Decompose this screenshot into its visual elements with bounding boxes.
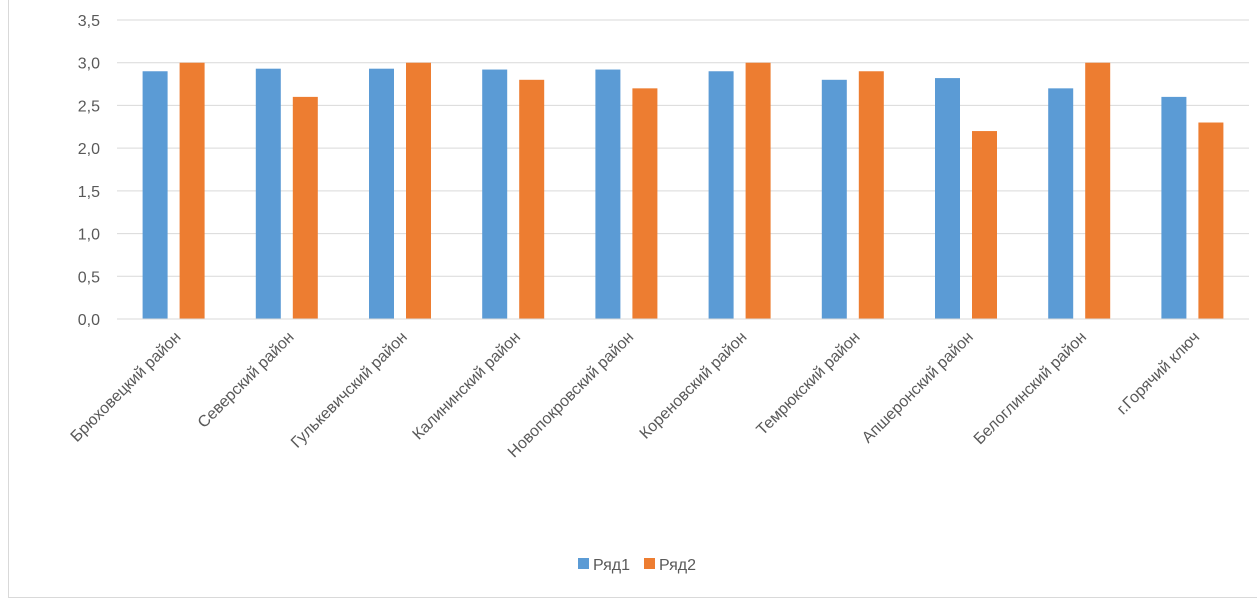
bar-1-4: [482, 69, 508, 319]
y-tick-label: 3,5: [78, 13, 100, 30]
legend-label: Ряд2: [659, 557, 696, 574]
y-tick-label: 1,0: [78, 227, 100, 244]
x-category-label: Гулькевичский район: [288, 329, 411, 452]
legend-item: Ряд1: [578, 557, 630, 574]
bar-2-2: [292, 96, 318, 319]
y-axis: 0,0 0,5 1,0 1,5 2,0 2,5 3,0 3,5: [78, 13, 100, 329]
y-tick-label: 3,0: [78, 56, 100, 73]
bar-2-10: [1198, 122, 1224, 319]
x-category-label: Кореновский район: [637, 329, 751, 443]
legend-label: Ряд1: [593, 557, 630, 574]
bar-2-6: [745, 62, 771, 319]
x-category-label: г.Горячий ключ: [1114, 329, 1203, 418]
bar-1-9: [1048, 88, 1074, 319]
legend-item: Ряд2: [644, 557, 696, 574]
x-category-label: Белоглинский район: [971, 329, 1090, 448]
bar-1-10: [1161, 96, 1187, 319]
bar-1-2: [255, 68, 281, 320]
legend-swatch: [578, 558, 589, 569]
gridlines: [117, 19, 1249, 277]
x-category-label: Калининский район: [410, 329, 524, 443]
bar-2-3: [406, 62, 431, 319]
bar-1-1: [142, 71, 168, 319]
legend: Ряд1 Ряд2: [578, 557, 696, 574]
bars: [142, 62, 1224, 320]
x-category-label: Брюховецкий район: [68, 329, 185, 446]
x-category-label: Темрюкский район: [754, 329, 864, 439]
y-tick-label: 0,5: [78, 269, 100, 286]
x-axis-labels: Брюховецкий район Северский районГулькеви…: [68, 329, 1204, 461]
bar-1-3: [369, 68, 394, 320]
bar-2-7: [858, 71, 884, 319]
bar-1-8: [935, 78, 960, 319]
x-category-label: Северский район: [195, 329, 298, 432]
y-tick-label: 2,0: [78, 141, 100, 158]
y-tick-label: 1,5: [78, 184, 100, 201]
y-tick-label: 2,5: [78, 98, 100, 115]
bar-2-4: [519, 79, 545, 319]
bar-2-9: [1085, 62, 1111, 319]
legend-swatch: [644, 558, 655, 569]
bar-1-6: [708, 71, 734, 319]
chart-frame: [8, 0, 1257, 598]
bar-2-8: [972, 131, 997, 319]
bar-1-5: [595, 69, 621, 319]
x-category-label: Апшеронский район: [859, 329, 977, 447]
bar-1-7: [821, 79, 847, 319]
bar-2-5: [632, 88, 658, 319]
x-category-label: Новопокровский район: [505, 329, 637, 461]
bar-2-1: [179, 62, 205, 319]
y-tick-label: 0,0: [78, 312, 100, 329]
